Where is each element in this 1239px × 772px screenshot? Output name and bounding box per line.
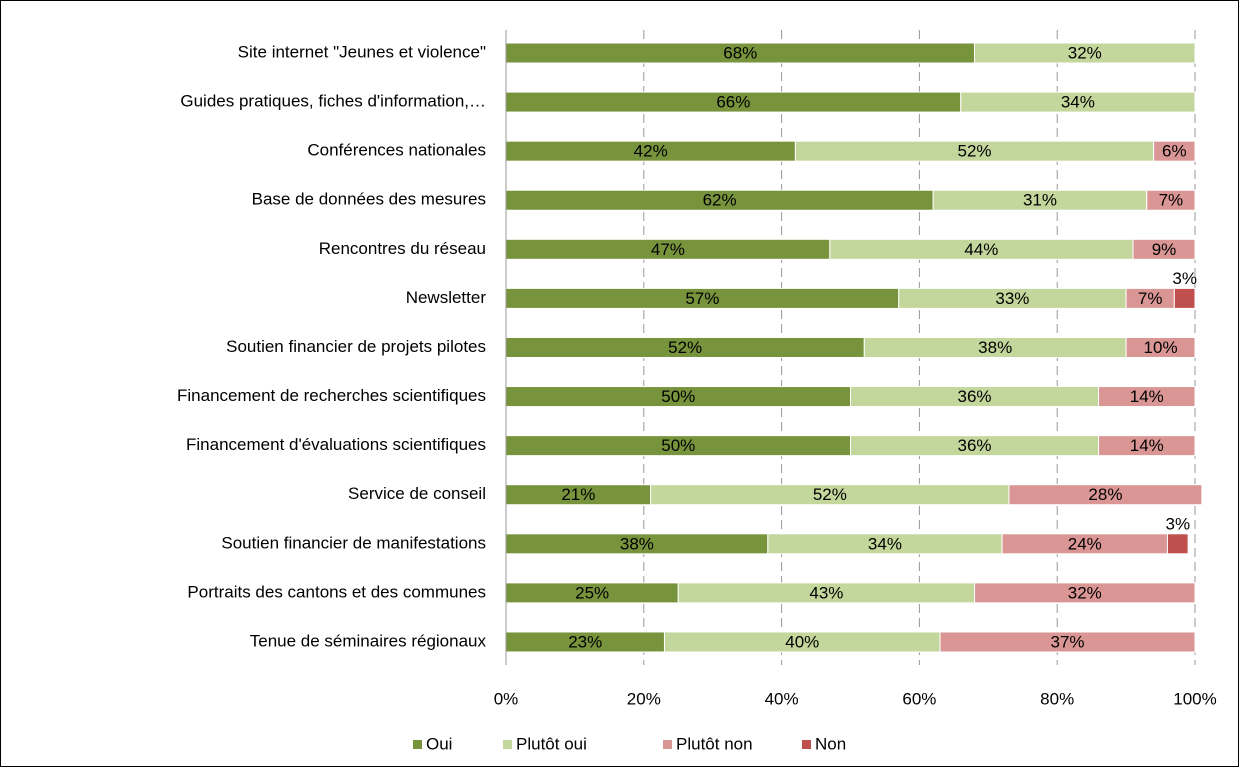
data-label: 38% xyxy=(620,534,654,553)
y-tick-label: Soutien financier de manifestations xyxy=(221,533,486,552)
y-tick-label: Tenue de séminaires régionaux xyxy=(250,631,487,650)
data-label: 24% xyxy=(1068,534,1102,553)
data-label: 44% xyxy=(964,240,998,259)
data-label: 34% xyxy=(1061,93,1095,112)
data-label: 36% xyxy=(958,387,992,406)
data-label: 40% xyxy=(785,632,819,651)
data-label: 28% xyxy=(1088,485,1122,504)
data-label: 14% xyxy=(1130,387,1164,406)
y-tick-label: Site internet "Jeunes et violence" xyxy=(238,42,486,61)
data-label: 34% xyxy=(868,534,902,553)
y-tick-label: Financement d'évaluations scientifiques xyxy=(186,435,486,454)
y-tick-label: Financement de recherches scientifiques xyxy=(177,386,486,405)
data-label: 9% xyxy=(1152,240,1177,259)
data-label: 38% xyxy=(978,338,1012,357)
data-label: 50% xyxy=(661,387,695,406)
bar-segment xyxy=(1153,140,1196,162)
bar-segment xyxy=(1166,533,1189,555)
bar-segment xyxy=(974,42,1196,64)
data-label: 50% xyxy=(661,436,695,455)
y-tick-label: Guides pratiques, fiches d'information,… xyxy=(180,92,486,111)
data-label: 6% xyxy=(1162,142,1187,161)
y-tick-label: Conférences nationales xyxy=(307,141,486,160)
data-label: 31% xyxy=(1023,191,1057,210)
legend-label: Oui xyxy=(426,734,452,753)
x-tick-label: 20% xyxy=(627,689,661,708)
data-label: 32% xyxy=(1068,43,1102,62)
y-tick-label: Portraits des cantons et des communes xyxy=(187,582,486,601)
data-label: 66% xyxy=(716,93,750,112)
x-tick-label: 80% xyxy=(1040,689,1074,708)
bar-segment xyxy=(960,91,1196,113)
bar-segment xyxy=(1098,386,1196,408)
legend-swatch xyxy=(802,740,811,749)
data-label: 42% xyxy=(634,142,668,161)
data-label: 52% xyxy=(813,485,847,504)
data-label: 47% xyxy=(651,240,685,259)
bar-segment xyxy=(1008,484,1203,506)
data-label: 57% xyxy=(685,289,719,308)
data-label: 23% xyxy=(568,632,602,651)
legend-swatch xyxy=(503,740,512,749)
x-tick-label: 0% xyxy=(494,689,519,708)
legend-swatch xyxy=(663,740,672,749)
data-label: 37% xyxy=(1051,632,1085,651)
data-label: 7% xyxy=(1138,289,1163,308)
data-label: 43% xyxy=(809,583,843,602)
data-label: 52% xyxy=(958,142,992,161)
legend-label: Non xyxy=(815,734,846,753)
legend-swatch xyxy=(413,740,422,749)
data-label: 68% xyxy=(723,43,757,62)
bar-segment xyxy=(974,582,1196,604)
x-tick-label: 60% xyxy=(902,689,936,708)
bar-segment xyxy=(1098,435,1196,457)
x-tick-label: 100% xyxy=(1173,689,1216,708)
y-tick-label: Newsletter xyxy=(406,288,487,307)
data-label: 36% xyxy=(958,436,992,455)
bar-segment xyxy=(1146,189,1196,211)
data-label: 32% xyxy=(1068,583,1102,602)
data-label: 10% xyxy=(1144,338,1178,357)
data-label: 52% xyxy=(668,338,702,357)
y-tick-label: Base de données des mesures xyxy=(252,190,486,209)
y-tick-label: Service de conseil xyxy=(348,484,486,503)
x-tick-label: 40% xyxy=(765,689,799,708)
y-tick-label: Rencontres du réseau xyxy=(319,239,486,258)
legend-label: Plutôt non xyxy=(676,734,753,753)
data-label: 25% xyxy=(575,583,609,602)
data-label: 7% xyxy=(1159,191,1184,210)
data-label: 3% xyxy=(1165,514,1190,533)
data-label: 21% xyxy=(561,485,595,504)
bar-segment xyxy=(1132,238,1196,260)
data-label: 33% xyxy=(995,289,1029,308)
bar-segment xyxy=(1173,287,1196,309)
data-label: 62% xyxy=(703,191,737,210)
y-tick-label: Soutien financier de projets pilotes xyxy=(226,337,486,356)
data-label: 14% xyxy=(1130,436,1164,455)
bar-segment xyxy=(939,631,1196,653)
legend-label: Plutôt oui xyxy=(516,734,587,753)
bar-segment xyxy=(1125,336,1196,358)
data-label: 3% xyxy=(1172,269,1197,288)
